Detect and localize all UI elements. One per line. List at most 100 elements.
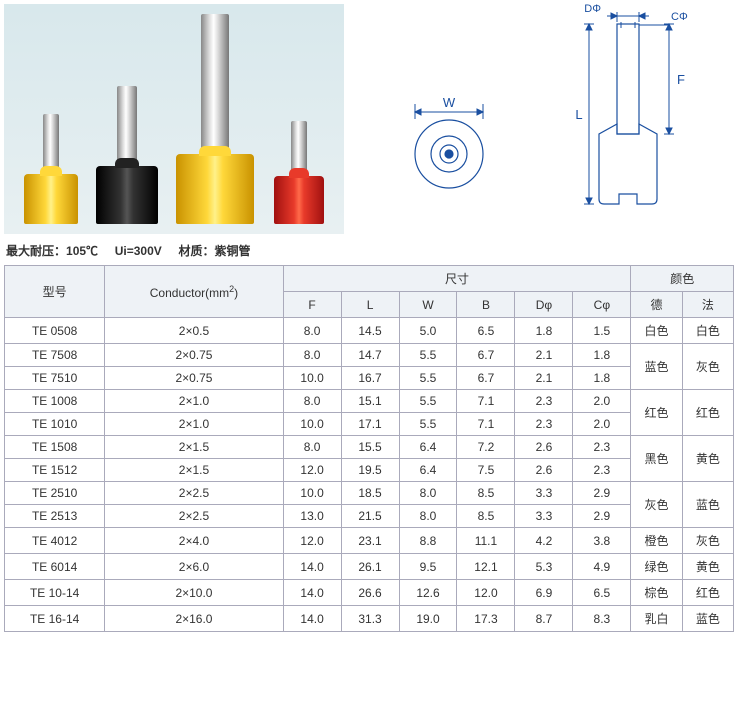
- cell-F: 13.0: [283, 505, 341, 528]
- spec-ui: Ui=300V: [115, 244, 162, 258]
- cell-model: TE 1508: [5, 436, 105, 459]
- cell-F: 10.0: [283, 413, 341, 436]
- cell-C: 2.0: [573, 413, 631, 436]
- cell-W: 8.0: [399, 505, 457, 528]
- cell-model: TE 2510: [5, 482, 105, 505]
- spec-val-material: 紫铜管: [214, 244, 250, 258]
- cell-cond: 2×0.5: [105, 318, 283, 344]
- cell-B: 6.7: [457, 344, 515, 367]
- cell-D: 6.9: [515, 580, 573, 606]
- cell-cond: 2×6.0: [105, 554, 283, 580]
- ferrule-yellow-small: [24, 114, 78, 224]
- cell-F: 14.0: [283, 606, 341, 632]
- cell-cond: 2×10.0: [105, 580, 283, 606]
- cell-W: 6.4: [399, 459, 457, 482]
- cell-D: 2.1: [515, 344, 573, 367]
- table-row: TE 05082×0.58.014.55.06.51.81.5白色白色: [5, 318, 734, 344]
- cell-W: 12.6: [399, 580, 457, 606]
- cell-L: 18.5: [341, 482, 399, 505]
- cell-W: 8.8: [399, 528, 457, 554]
- specs-line: 最大耐压：105℃ Ui=300V 材质：紫铜管: [6, 242, 734, 259]
- table-row: TE 75082×0.758.014.75.56.72.11.8蓝色灰色: [5, 344, 734, 367]
- cell-L: 26.1: [341, 554, 399, 580]
- table-body: TE 05082×0.58.014.55.06.51.81.5白色白色TE 75…: [5, 318, 734, 632]
- cell-W: 8.0: [399, 482, 457, 505]
- cell-L: 31.3: [341, 606, 399, 632]
- cell-L: 16.7: [341, 367, 399, 390]
- th-W: W: [399, 292, 457, 318]
- spec-table: 型号 Conductor(mm2) 尺寸 颜色 F L W B Dφ Cφ 德 …: [4, 265, 734, 632]
- cell-F: 10.0: [283, 482, 341, 505]
- cell-cond: 2×0.75: [105, 367, 283, 390]
- cell-L: 15.5: [341, 436, 399, 459]
- cell-B: 6.7: [457, 367, 515, 390]
- table-row: TE 10082×1.08.015.15.57.12.32.0红色红色: [5, 390, 734, 413]
- cell-model: TE 4012: [5, 528, 105, 554]
- label-L: L: [575, 107, 582, 122]
- th-fa: 法: [682, 292, 733, 318]
- cell-F: 12.0: [283, 528, 341, 554]
- cell-model: TE 7508: [5, 344, 105, 367]
- cell-D: 2.3: [515, 390, 573, 413]
- cell-D: 2.6: [515, 436, 573, 459]
- cell-color-fa: 红色: [682, 390, 733, 436]
- spec-label-material: 材质：: [178, 244, 214, 258]
- cell-color-fa: 蓝色: [682, 606, 733, 632]
- cell-F: 12.0: [283, 459, 341, 482]
- th-conductor-text: Conductor(mm: [150, 286, 229, 300]
- cell-C: 3.8: [573, 528, 631, 554]
- cell-B: 7.2: [457, 436, 515, 459]
- cell-L: 14.5: [341, 318, 399, 344]
- cell-color-fa: 蓝色: [682, 482, 733, 528]
- table-head: 型号 Conductor(mm2) 尺寸 颜色 F L W B Dφ Cφ 德 …: [5, 266, 734, 318]
- cell-B: 8.5: [457, 482, 515, 505]
- table-row: TE 75102×0.7510.016.75.56.72.11.8: [5, 367, 734, 390]
- cell-C: 1.5: [573, 318, 631, 344]
- table-row: TE 25102×2.510.018.58.08.53.32.9灰色蓝色: [5, 482, 734, 505]
- cell-L: 19.5: [341, 459, 399, 482]
- cell-D: 1.8: [515, 318, 573, 344]
- th-F: F: [283, 292, 341, 318]
- cell-color-fa: 灰色: [682, 528, 733, 554]
- cell-L: 26.6: [341, 580, 399, 606]
- cell-D: 5.3: [515, 554, 573, 580]
- cell-cond: 2×2.5: [105, 482, 283, 505]
- cell-C: 2.9: [573, 505, 631, 528]
- th-L: L: [341, 292, 399, 318]
- cell-cond: 2×2.5: [105, 505, 283, 528]
- cell-color-de: 红色: [631, 390, 682, 436]
- th-model: 型号: [5, 266, 105, 318]
- cell-model: TE 1512: [5, 459, 105, 482]
- dimension-diagram: W L: [364, 4, 734, 234]
- cell-L: 23.1: [341, 528, 399, 554]
- cell-D: 2.6: [515, 459, 573, 482]
- ferrule-black: [96, 86, 158, 224]
- cell-color-fa: 灰色: [682, 344, 733, 390]
- spec-val-maxtemp: 105℃: [66, 244, 98, 258]
- cell-B: 7.1: [457, 413, 515, 436]
- cell-L: 15.1: [341, 390, 399, 413]
- ferrule-yellow-large: [176, 14, 254, 224]
- cell-B: 12.1: [457, 554, 515, 580]
- spec-label-maxtemp: 最大耐压：: [6, 244, 66, 258]
- cell-L: 21.5: [341, 505, 399, 528]
- table-row: TE 25132×2.513.021.58.08.53.32.9: [5, 505, 734, 528]
- cell-C: 2.3: [573, 459, 631, 482]
- th-de: 德: [631, 292, 682, 318]
- cell-color-de: 绿色: [631, 554, 682, 580]
- th-B: B: [457, 292, 515, 318]
- cell-C: 2.9: [573, 482, 631, 505]
- cell-color-de: 灰色: [631, 482, 682, 528]
- top-section: W L: [4, 4, 734, 234]
- cell-C: 4.9: [573, 554, 631, 580]
- cell-cond: 2×1.5: [105, 436, 283, 459]
- cell-cond: 2×1.0: [105, 390, 283, 413]
- table-row: TE 10102×1.010.017.15.57.12.32.0: [5, 413, 734, 436]
- cell-D: 3.3: [515, 482, 573, 505]
- table-row: TE 15122×1.512.019.56.47.52.62.3: [5, 459, 734, 482]
- cell-model: TE 1010: [5, 413, 105, 436]
- cell-cond: 2×4.0: [105, 528, 283, 554]
- cell-F: 8.0: [283, 344, 341, 367]
- cell-C: 6.5: [573, 580, 631, 606]
- cell-D: 2.1: [515, 367, 573, 390]
